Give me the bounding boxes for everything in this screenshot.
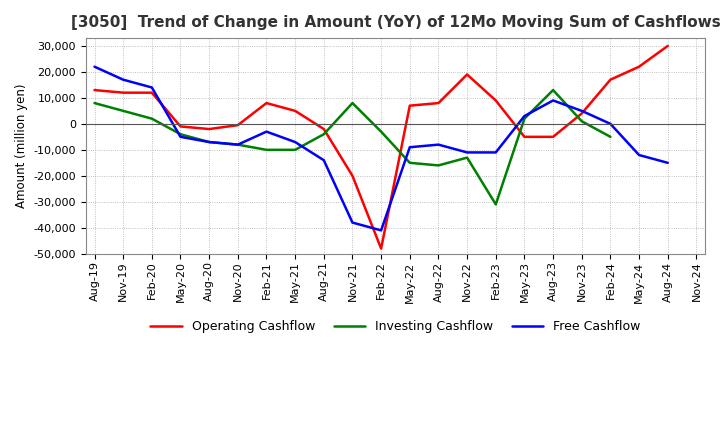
Operating Cashflow <box>204 126 213 132</box>
Operating Cashflow <box>119 90 127 95</box>
Free Cashflow <box>90 64 99 70</box>
Investing Cashflow <box>520 116 528 121</box>
Operating Cashflow <box>262 100 271 106</box>
Operating Cashflow <box>348 173 357 179</box>
Investing Cashflow <box>176 132 185 137</box>
Investing Cashflow <box>320 132 328 137</box>
Free Cashflow <box>606 121 615 126</box>
Investing Cashflow <box>148 116 156 121</box>
Line: Investing Cashflow: Investing Cashflow <box>94 90 611 205</box>
Investing Cashflow <box>492 202 500 207</box>
Free Cashflow <box>233 142 242 147</box>
Operating Cashflow <box>320 126 328 132</box>
Operating Cashflow <box>377 246 385 251</box>
Operating Cashflow <box>148 90 156 95</box>
Investing Cashflow <box>606 134 615 139</box>
Free Cashflow <box>204 139 213 145</box>
Investing Cashflow <box>233 142 242 147</box>
Y-axis label: Amount (million yen): Amount (million yen) <box>15 84 28 208</box>
Operating Cashflow <box>549 134 557 139</box>
Free Cashflow <box>291 139 300 145</box>
Free Cashflow <box>549 98 557 103</box>
Investing Cashflow <box>119 108 127 114</box>
Line: Free Cashflow: Free Cashflow <box>94 67 667 231</box>
Free Cashflow <box>377 228 385 233</box>
Investing Cashflow <box>90 100 99 106</box>
Investing Cashflow <box>463 155 472 160</box>
Investing Cashflow <box>204 139 213 145</box>
Free Cashflow <box>434 142 443 147</box>
Free Cashflow <box>348 220 357 225</box>
Operating Cashflow <box>606 77 615 82</box>
Legend: Operating Cashflow, Investing Cashflow, Free Cashflow: Operating Cashflow, Investing Cashflow, … <box>145 315 646 338</box>
Investing Cashflow <box>405 160 414 165</box>
Free Cashflow <box>577 108 586 114</box>
Investing Cashflow <box>377 129 385 134</box>
Free Cashflow <box>405 145 414 150</box>
Free Cashflow <box>635 152 644 158</box>
Operating Cashflow <box>405 103 414 108</box>
Operating Cashflow <box>90 88 99 93</box>
Investing Cashflow <box>577 119 586 124</box>
Operating Cashflow <box>463 72 472 77</box>
Free Cashflow <box>176 134 185 139</box>
Investing Cashflow <box>434 163 443 168</box>
Free Cashflow <box>663 160 672 165</box>
Investing Cashflow <box>549 88 557 93</box>
Free Cashflow <box>492 150 500 155</box>
Investing Cashflow <box>291 147 300 153</box>
Free Cashflow <box>520 114 528 119</box>
Operating Cashflow <box>492 98 500 103</box>
Operating Cashflow <box>434 100 443 106</box>
Line: Operating Cashflow: Operating Cashflow <box>94 46 667 249</box>
Operating Cashflow <box>176 124 185 129</box>
Operating Cashflow <box>520 134 528 139</box>
Operating Cashflow <box>577 111 586 116</box>
Operating Cashflow <box>233 122 242 128</box>
Free Cashflow <box>320 158 328 163</box>
Investing Cashflow <box>262 147 271 153</box>
Investing Cashflow <box>348 100 357 106</box>
Operating Cashflow <box>291 108 300 114</box>
Free Cashflow <box>463 150 472 155</box>
Title: [3050]  Trend of Change in Amount (YoY) of 12Mo Moving Sum of Cashflows: [3050] Trend of Change in Amount (YoY) o… <box>71 15 720 30</box>
Operating Cashflow <box>635 64 644 70</box>
Free Cashflow <box>262 129 271 134</box>
Free Cashflow <box>119 77 127 82</box>
Free Cashflow <box>148 85 156 90</box>
Operating Cashflow <box>663 43 672 48</box>
